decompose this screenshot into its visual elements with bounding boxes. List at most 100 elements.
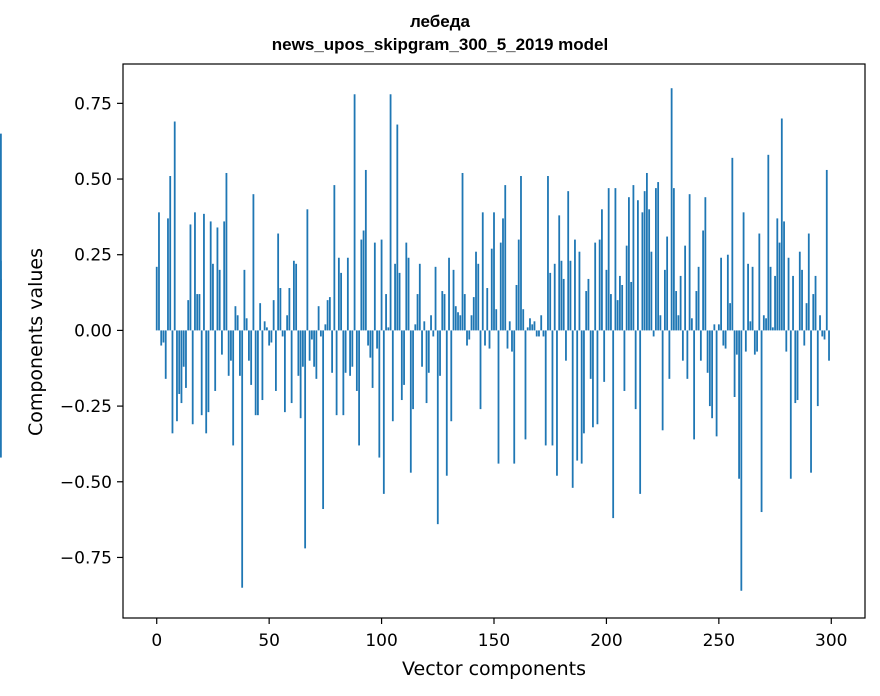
bar (607, 188, 610, 331)
bar (310, 330, 313, 340)
bar (612, 330, 615, 519)
bar (744, 330, 747, 352)
bar (529, 318, 531, 331)
bar (738, 330, 740, 479)
bar (596, 330, 599, 425)
bar (423, 321, 426, 331)
bar (270, 330, 273, 343)
bar (328, 297, 331, 331)
bar (637, 200, 639, 331)
bar (378, 330, 381, 458)
bar (292, 260, 295, 331)
bar (407, 257, 410, 331)
x-tick-label: 0 (151, 631, 162, 651)
bar (254, 330, 257, 416)
bar (252, 194, 255, 331)
bar (463, 294, 466, 331)
bar (245, 318, 248, 331)
bar (774, 275, 776, 331)
axes-frame (122, 63, 866, 619)
bar (454, 306, 457, 331)
bar (0, 133, 2, 331)
bar (758, 233, 761, 331)
bar (304, 330, 307, 549)
bar (771, 327, 774, 331)
bar (623, 330, 626, 391)
bar (713, 324, 716, 331)
chart-title: лебеда (409, 12, 470, 31)
bar (625, 245, 628, 331)
bar (313, 330, 316, 367)
bar (196, 294, 199, 331)
bar (214, 330, 217, 391)
bar (751, 266, 754, 331)
bar (803, 330, 806, 346)
bar (418, 263, 421, 331)
bar (425, 330, 428, 404)
bar (540, 315, 543, 331)
bar (643, 191, 646, 331)
bar (344, 330, 347, 373)
bar (614, 188, 617, 331)
bar (659, 315, 662, 331)
bar (331, 330, 334, 373)
bar (362, 230, 365, 331)
bar (704, 197, 707, 331)
bar (522, 309, 525, 331)
bar (274, 330, 277, 391)
bar (585, 291, 588, 331)
bar (486, 288, 489, 331)
bar (218, 269, 221, 331)
bar (234, 306, 237, 331)
bar (792, 275, 794, 331)
bar (828, 330, 830, 361)
bar (396, 124, 399, 331)
bar (493, 212, 495, 331)
bar (565, 330, 567, 361)
bar (475, 251, 477, 331)
bar (762, 315, 765, 331)
bar (731, 157, 734, 331)
bar (544, 330, 547, 446)
bar (223, 221, 226, 331)
bar (466, 330, 468, 346)
bar (187, 300, 190, 331)
bar (679, 275, 682, 331)
bar (765, 318, 767, 331)
bar (389, 94, 392, 331)
bar (349, 330, 351, 376)
bar (472, 297, 475, 331)
bar (477, 263, 480, 331)
bar (194, 212, 196, 331)
bar (189, 224, 192, 331)
axis-ticks: 0 50 100 150 200 250 300 −0.75 −0.50 −0.25 0.00 0.2… (60, 94, 848, 651)
bar (576, 330, 579, 461)
bar (225, 172, 228, 331)
bar (547, 176, 549, 331)
bar (796, 330, 799, 401)
bar (724, 330, 727, 349)
bar (569, 260, 572, 331)
bar (263, 321, 266, 331)
y-tick-label: −0.50 (60, 473, 112, 493)
bar (524, 330, 527, 440)
bar (513, 330, 516, 464)
bar (749, 321, 752, 331)
bar (355, 330, 358, 391)
bar (711, 330, 714, 419)
bar (308, 330, 311, 361)
bar (448, 257, 450, 331)
bar (297, 330, 300, 376)
bar (821, 330, 824, 337)
bar (301, 330, 304, 367)
bar (794, 330, 797, 404)
bar (499, 242, 502, 331)
bar (369, 330, 372, 358)
bar (556, 330, 558, 476)
bar (416, 294, 419, 331)
bar (430, 315, 432, 331)
bar (592, 330, 594, 428)
bar (603, 330, 606, 382)
bar (630, 281, 633, 331)
